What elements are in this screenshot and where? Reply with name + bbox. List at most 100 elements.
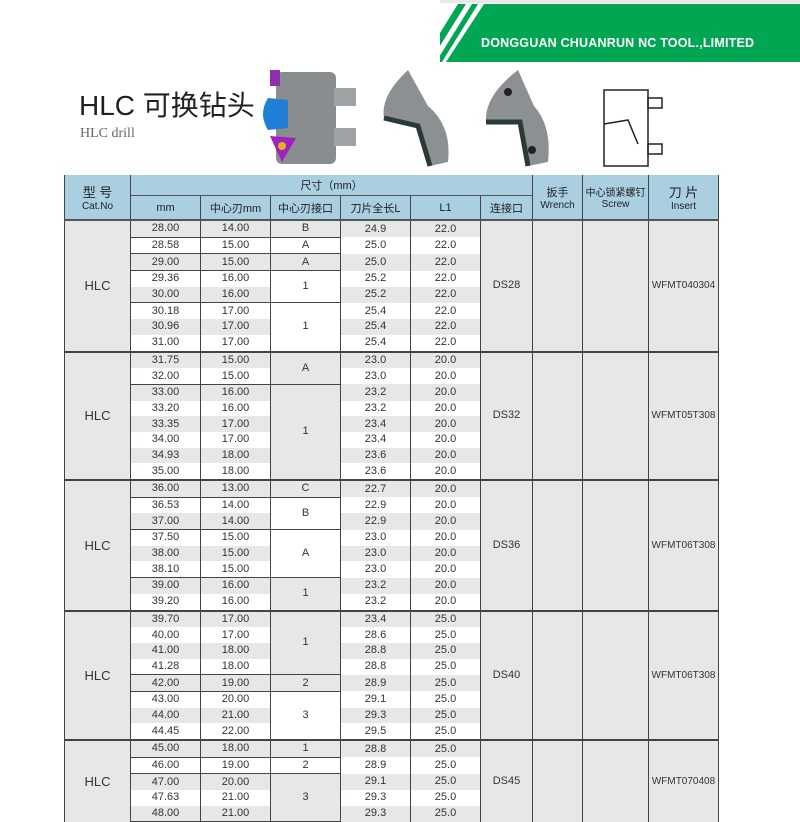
- page-subtitle: HLC drill: [80, 126, 135, 141]
- l1-cell: 25.0: [410, 642, 481, 659]
- header-l1: L1: [410, 195, 481, 221]
- diameter-cell: 33.35: [130, 416, 201, 432]
- l1-cell: 20.0: [410, 368, 481, 385]
- l1-cell: 20.0: [410, 513, 481, 530]
- l1-cell: 20.0: [410, 350, 481, 369]
- table-row: 41.28 18.00 28.8 25.0: [64, 658, 719, 676]
- diameter-cell: 29.00: [130, 253, 201, 272]
- l1-cell: 22.0: [410, 319, 481, 335]
- length-cell: 29.3: [340, 707, 411, 724]
- center-interface-cell: 1: [270, 270, 341, 304]
- center-mm-cell: 17.00: [200, 609, 271, 628]
- center-mm-cell: 15.00: [200, 368, 271, 385]
- header-connector: 连接口: [480, 195, 533, 221]
- length-cell: 28.8: [340, 642, 411, 659]
- center-mm-cell: 17.00: [200, 431, 271, 448]
- l1-cell: 25.0: [410, 707, 481, 724]
- insert-cell: WFMT040304: [648, 220, 719, 352]
- header-center-interface: 中心刃接口: [270, 195, 341, 221]
- center-mm-cell: 16.00: [200, 270, 271, 287]
- center-mm-cell: 19.00: [200, 757, 271, 775]
- header-insert: 刀 片 Insert: [648, 175, 719, 221]
- diameter-cell: 35.00: [130, 463, 201, 481]
- length-cell: 25.0: [340, 237, 411, 254]
- diameter-cell: 33.20: [130, 400, 201, 417]
- center-mm-cell: 16.00: [200, 593, 271, 611]
- table-row: HLC 45.00 18.00 1 28.8 25.0 DS45 WFMT070408: [64, 738, 719, 822]
- center-mm-cell: 20.00: [200, 691, 271, 708]
- l1-cell: 22.0: [410, 286, 481, 303]
- diameter-cell: 34.93: [130, 447, 201, 464]
- center-mm-cell: 17.00: [200, 334, 271, 352]
- length-cell: 25.0: [340, 253, 411, 271]
- length-cell: 28.8: [340, 658, 411, 675]
- connector-cell: DS36: [480, 479, 533, 611]
- diameter-cell: 34.00: [130, 431, 201, 448]
- center-mm-cell: 15.00: [200, 350, 271, 369]
- length-cell: 29.1: [340, 691, 411, 708]
- diameter-cell: 41.00: [130, 642, 201, 659]
- length-cell: 25.4: [340, 302, 411, 320]
- center-mm-cell: 16.00: [200, 384, 271, 401]
- length-cell: 23.2: [340, 400, 411, 417]
- diameter-cell: 28.58: [130, 237, 201, 255]
- length-cell: 25.4: [340, 319, 411, 335]
- length-cell: 29.3: [340, 805, 411, 822]
- length-cell: 23.0: [340, 350, 411, 369]
- insert-cell: WFMT070408: [648, 739, 719, 822]
- length-cell: 28.8: [340, 738, 411, 758]
- diameter-cell: 31.75: [130, 350, 201, 369]
- cat-no-cell: HLC: [64, 479, 131, 611]
- center-mm-cell: 21.00: [200, 790, 271, 806]
- length-cell: 23.6: [340, 463, 411, 480]
- header-wrench-cn: 扳手: [546, 186, 569, 199]
- length-cell: 22.9: [340, 513, 411, 530]
- diameter-cell: 32.00: [130, 368, 201, 385]
- header-mm: mm: [130, 195, 201, 221]
- l1-cell: 25.0: [410, 674, 481, 692]
- length-cell: 25.4: [340, 334, 411, 352]
- length-cell: 23.0: [340, 561, 411, 578]
- center-interface-cell: 2: [270, 757, 341, 775]
- length-cell: 23.6: [340, 447, 411, 464]
- center-interface-cell: B: [270, 497, 341, 531]
- length-cell: 23.0: [340, 368, 411, 385]
- l1-cell: 25.0: [410, 609, 481, 628]
- insert-cell: WFMT06T308: [648, 609, 719, 740]
- l1-cell: 20.0: [410, 447, 481, 464]
- l1-cell: 20.0: [410, 561, 481, 578]
- center-mm-cell: 18.00: [200, 642, 271, 659]
- wrench-cell: [532, 350, 583, 480]
- drill-head-photo-1: [383, 70, 449, 167]
- length-cell: 23.4: [340, 431, 411, 448]
- l1-cell: 25.0: [410, 773, 481, 791]
- diameter-cell: 40.00: [130, 627, 201, 643]
- drill-drawing: [603, 89, 663, 167]
- length-cell: 28.9: [340, 674, 411, 692]
- center-interface-cell: 1: [270, 302, 341, 352]
- diameter-cell: 48.00: [130, 805, 201, 822]
- connector-cell: DS32: [480, 350, 533, 480]
- diameter-cell: 31.00: [130, 334, 201, 352]
- center-mm-cell: 21.00: [200, 805, 271, 822]
- center-interface-cell: 1: [270, 384, 341, 481]
- center-mm-cell: 19.00: [200, 674, 271, 692]
- diameter-cell: 37.00: [130, 513, 201, 531]
- l1-cell: 25.0: [410, 658, 481, 675]
- header-wrench: 扳手 Wrench: [532, 175, 583, 221]
- diameter-cell: 38.10: [130, 561, 201, 579]
- length-cell: 23.2: [340, 384, 411, 401]
- center-mm-cell: 17.00: [200, 627, 271, 643]
- center-mm-cell: 18.00: [200, 447, 271, 464]
- center-mm-cell: 14.00: [200, 513, 271, 531]
- diameter-cell: 39.00: [130, 577, 201, 594]
- l1-cell: 22.0: [410, 334, 481, 352]
- center-mm-cell: 16.00: [200, 286, 271, 304]
- header-cat-no: 型 号 Cat.No: [64, 175, 131, 221]
- l1-cell: 22.0: [410, 220, 481, 238]
- l1-cell: 20.0: [410, 545, 481, 562]
- center-mm-cell: 20.00: [200, 773, 271, 791]
- diameter-cell: 42.00: [130, 674, 201, 692]
- center-interface-cell: 1: [270, 738, 341, 758]
- diameter-cell: 47.63: [130, 790, 201, 806]
